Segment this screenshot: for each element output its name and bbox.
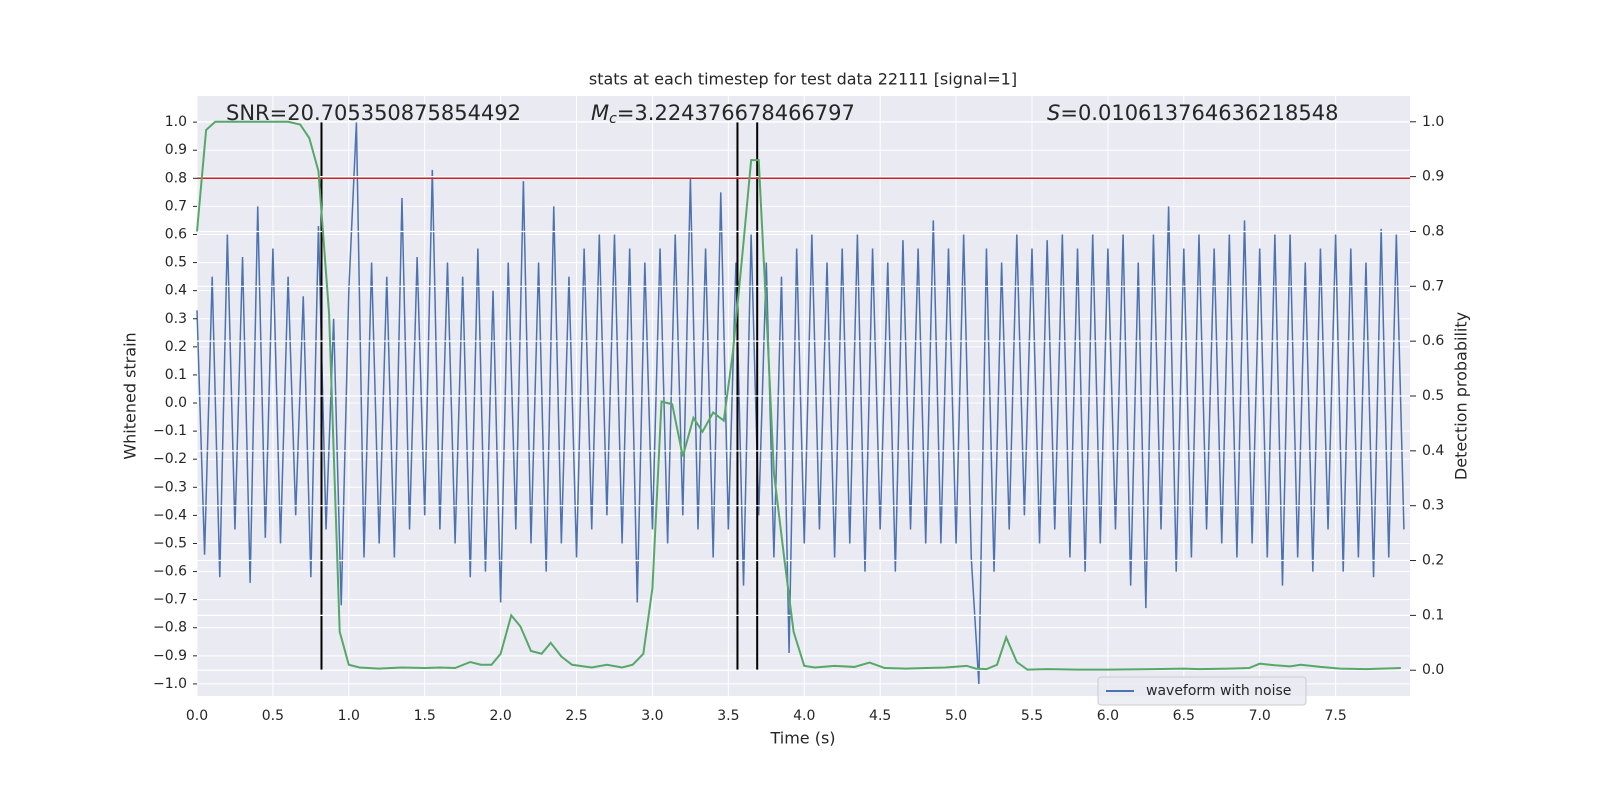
probability-line [196,120,1401,671]
x-tick-label: 7.5 [1324,708,1346,724]
x-tick-label: 3.5 [717,708,739,724]
annotation-symbol: S [1047,101,1060,125]
y-tick-label: −0.4 [153,507,187,523]
y2-tick-label: 0.9 [1422,169,1444,185]
y-tick-label: 0.1 [165,367,187,383]
x-tick-label: 6.5 [1173,708,1195,724]
y-tick-label: 1.0 [165,114,187,130]
x-tick-label: 1.0 [338,708,360,724]
y2-tick-label: 0.2 [1422,553,1444,569]
y-tick-label: −0.2 [153,451,187,467]
x-tick-label: 0.0 [186,708,208,724]
y-tick-label: 0.8 [165,170,187,186]
y-tick-label: 0.5 [165,255,187,271]
y2-tick-label: 0.8 [1422,223,1444,239]
annotation: S=0.010613764636218548 [1047,101,1338,125]
annotation: SNR=20.705350875854492 [226,101,521,125]
annotation-subscript: c [609,111,617,127]
y-tick-label: −0.8 [153,620,187,636]
annotation-symbol: M [591,101,609,125]
y2-tick-label: 0.0 [1422,662,1444,678]
y2-tick-label: 0.6 [1422,333,1444,349]
y-tick-label: 0.0 [165,395,187,411]
x-tick-label: 6.0 [1097,708,1119,724]
x-tick-label: 4.5 [869,708,891,724]
y-tick-label: −0.5 [153,535,187,551]
x-axis-label: Time (s) [769,729,835,748]
y-tick-label: −0.7 [153,592,187,608]
y2-tick-label: 0.3 [1422,498,1444,514]
y-tick-label: 0.4 [165,283,187,299]
x-tick-label: 0.5 [262,708,284,724]
annotation: Mc=3.224376678466797 [591,101,855,127]
y2-tick-label: 1.0 [1422,114,1444,130]
y-tick-label: −0.9 [153,648,187,664]
y2-tick-label: 0.5 [1422,388,1444,404]
x-tick-label: 7.0 [1249,708,1271,724]
x-tick-label: 2.5 [565,708,587,724]
x-tick-label: 3.0 [641,708,663,724]
legend-label: waveform with noise [1146,683,1291,699]
annotation-text: SNR=20.705350875854492 [226,101,521,125]
x-tick-label: 4.0 [793,708,815,724]
x-tick-label: 1.5 [414,708,436,724]
y-tick-label: −0.1 [153,423,187,439]
y-tick-label: −1.0 [153,676,187,692]
annotation-text: =0.010613764636218548 [1060,101,1338,125]
legend-box [1097,676,1307,706]
x-tick-label: 5.0 [945,708,967,724]
y2-tick-label: 0.1 [1422,607,1444,623]
y-tick-label: 0.9 [165,142,187,158]
annotation-text: =3.224376678466797 [617,101,855,125]
y-tick-label: −0.6 [153,564,187,580]
x-tick-label: 2.0 [489,708,511,724]
y-tick-label: 0.2 [165,339,187,355]
y2-tick-label: 0.7 [1422,278,1444,294]
y2-tick-label: 0.4 [1422,443,1444,459]
chart-title: stats at each timestep for test data 221… [589,70,1017,89]
y-tick-label: 0.7 [165,198,187,214]
y-tick-label: 0.3 [165,311,187,327]
y-tick-label: −0.3 [153,479,187,495]
y-tick-label: 0.6 [165,226,187,242]
y-axis-label: Whitened strain [121,332,140,459]
x-tick-label: 5.5 [1021,708,1043,724]
y2-axis-label: Detection probability [1452,312,1471,480]
